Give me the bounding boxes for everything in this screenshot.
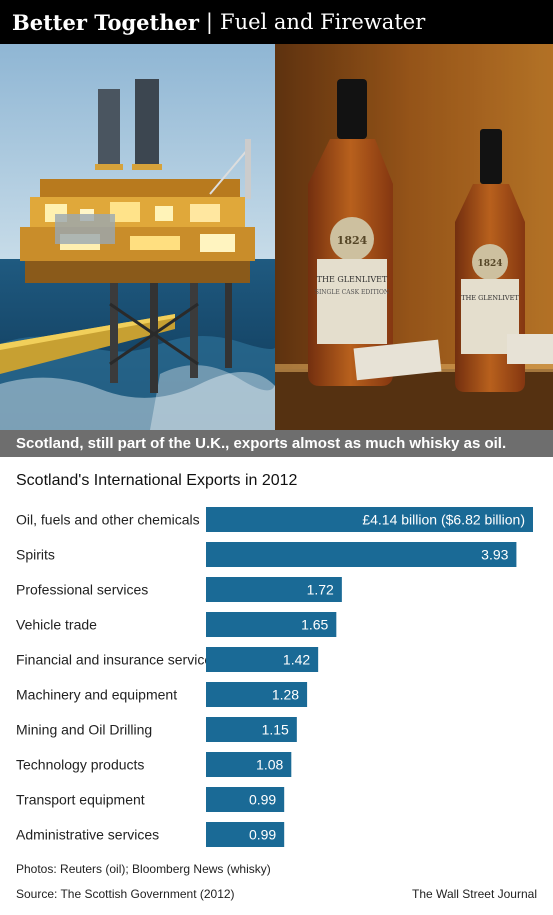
header-title-bold: Better Together <box>12 9 199 35</box>
value-label: £4.14 billion ($6.82 billion) <box>362 512 525 528</box>
caption-text: Scotland, still part of the U.K., export… <box>16 435 507 452</box>
bottle-brand-1: THE GLENLIVET <box>317 275 388 284</box>
category-label: Financial and insurance services <box>16 652 219 668</box>
header-bar: Better Together | Fuel and Firewater <box>0 0 553 44</box>
bar <box>206 717 297 742</box>
bar <box>206 647 319 672</box>
bottle-year-2: 1824 <box>477 259 502 269</box>
value-label: 1.08 <box>256 757 283 773</box>
bar <box>206 822 285 847</box>
bar <box>206 787 285 812</box>
category-label: Mining and Oil Drilling <box>16 722 152 738</box>
bar <box>206 682 308 707</box>
value-label: 1.15 <box>262 722 289 738</box>
whisky-bottles-illustration: 1824 THE GLENLIVET SINGLE CASK EDITION 1… <box>275 44 553 430</box>
category-label: Machinery and equipment <box>16 687 177 703</box>
whisky-bottles-photo: 1824 THE GLENLIVET SINGLE CASK EDITION 1… <box>275 44 553 430</box>
bar <box>206 542 517 567</box>
bar <box>206 752 292 777</box>
photo-strip: 1824 THE GLENLIVET SINGLE CASK EDITION 1… <box>0 44 553 430</box>
oil-platform-illustration <box>0 44 275 430</box>
chart-title: Scotland's International Exports in 2012 <box>16 472 298 489</box>
value-label: 1.42 <box>283 652 310 668</box>
category-label: Professional services <box>16 582 148 598</box>
header-separator: | <box>205 10 213 34</box>
photo-caption: Scotland, still part of the U.K., export… <box>0 430 553 457</box>
value-label: 0.99 <box>249 792 276 808</box>
bottle-brand-2: THE GLENLIVET <box>461 294 519 302</box>
bar <box>206 507 533 532</box>
value-label: 1.65 <box>301 617 328 633</box>
category-label: Administrative services <box>16 827 159 843</box>
bottle-edition-1: SINGLE CASK EDITION <box>315 289 389 296</box>
category-label: Spirits <box>16 547 55 563</box>
bottle-year-1: 1824 <box>337 234 368 247</box>
value-label: 1.72 <box>307 582 334 598</box>
category-label: Vehicle trade <box>16 617 97 633</box>
category-label: Technology products <box>16 757 144 773</box>
category-label: Oil, fuels and other chemicals <box>16 512 200 528</box>
value-label: 0.99 <box>249 827 276 843</box>
bar <box>206 612 337 637</box>
photo-credit: Photos: Reuters (oil); Bloomberg News (w… <box>16 862 271 876</box>
value-label: 1.28 <box>272 687 299 703</box>
exports-bar-chart: Oil, fuels and other chemicals £4.14 bill… <box>16 507 533 847</box>
publisher-credit: The Wall Street Journal <box>412 887 537 901</box>
oil-platform-photo <box>0 44 275 430</box>
category-label: Transport equipment <box>16 792 145 808</box>
source-note: Source: The Scottish Government (2012) <box>16 887 235 901</box>
bar <box>206 577 342 602</box>
value-label: 3.93 <box>481 547 508 563</box>
header-title-rest: Fuel and Firewater <box>220 10 426 34</box>
